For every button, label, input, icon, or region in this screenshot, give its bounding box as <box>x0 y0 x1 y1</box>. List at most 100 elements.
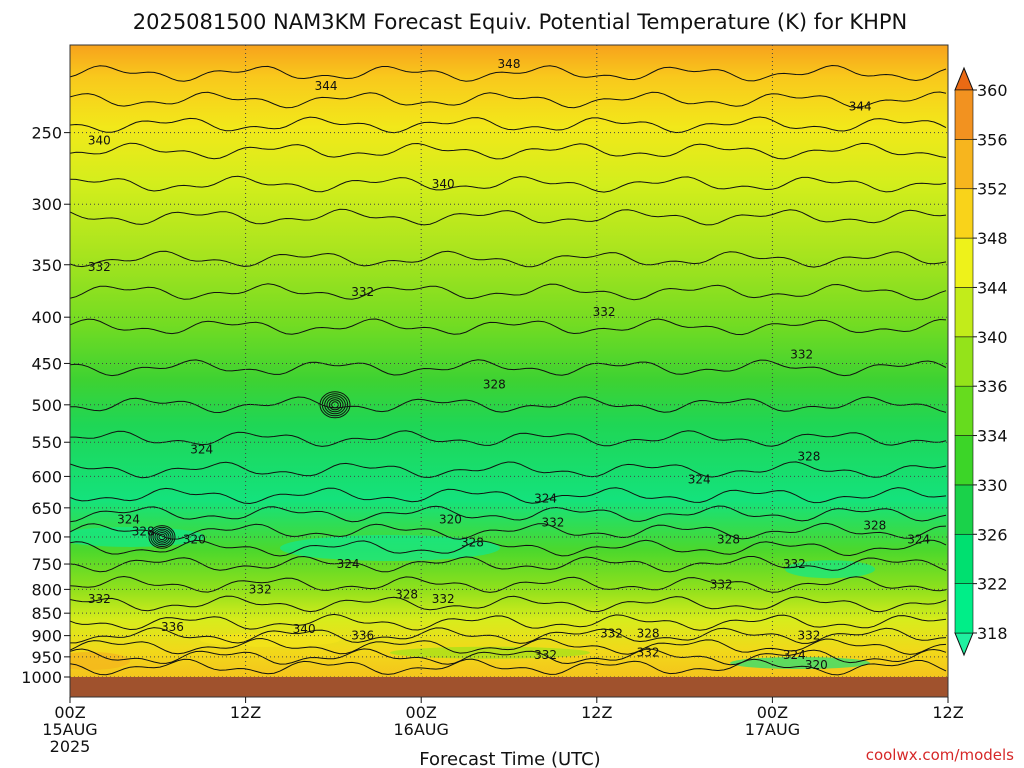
colorbar-tick-label: 348 <box>977 229 1008 248</box>
contour-label: 320 <box>805 658 828 672</box>
chart-title: 2025081500 NAM3KM Forecast Equiv. Potent… <box>133 10 908 34</box>
y-tick-label: 350 <box>31 256 62 275</box>
contour-label: 324 <box>190 442 213 456</box>
contour-label: 336 <box>161 620 184 634</box>
contour-line <box>70 318 947 336</box>
contour-line <box>70 142 947 160</box>
colorbar-segment <box>954 385 974 436</box>
contour-label: 336 <box>351 629 374 643</box>
contour-label: 332 <box>541 516 564 530</box>
x-tick-label: 12Z <box>230 703 261 722</box>
contour-labels: 3483443443403403323323323323283283243243… <box>88 57 930 672</box>
field-patch <box>730 657 870 670</box>
contour-line <box>70 208 947 226</box>
x-axis-label: Forecast Time (UTC) <box>419 749 600 768</box>
contour-label: 320 <box>439 513 462 527</box>
contour-label: 324 <box>907 533 930 547</box>
contour-label: 328 <box>863 519 886 533</box>
contour-label: 332 <box>534 648 557 662</box>
colorbar-max-arrow <box>954 66 974 91</box>
contour-label: 340 <box>88 133 111 147</box>
contour-label: 328 <box>461 536 484 550</box>
contour-label: 348 <box>498 57 521 71</box>
contour-label: 344 <box>849 100 872 114</box>
y-tick-label: 1000 <box>21 668 62 687</box>
colorbar-tick-label: 334 <box>977 427 1008 446</box>
contour-line <box>70 359 947 377</box>
credit-link[interactable]: coolwx.com/models <box>866 746 1014 764</box>
colorbar-min-arrow <box>954 632 974 657</box>
x-tick-label: 12Z <box>581 703 612 722</box>
contour-line <box>70 637 947 655</box>
contour-line <box>70 250 947 268</box>
plot-area: 3483443443403403323323323323283283243243… <box>70 45 948 677</box>
contour-label: 332 <box>637 646 660 660</box>
colorbar-segment <box>954 583 974 634</box>
contour-label: 328 <box>483 378 506 392</box>
plot-frame <box>69 44 949 698</box>
colorbar-segment <box>954 237 974 288</box>
y-tick-label: 650 <box>31 499 62 518</box>
contour-line <box>70 505 947 523</box>
contour-label: 340 <box>293 622 316 636</box>
y-tick-label: 700 <box>31 528 62 547</box>
contour-line <box>70 175 947 193</box>
colorbar-tick-label: 322 <box>977 575 1008 594</box>
colorbar: 318 322 326 330 334 336 340 344 348 352 356 360 <box>954 66 1008 657</box>
x-tick-label: 15AUG <box>42 720 97 739</box>
contour-label: 324 <box>534 492 557 506</box>
colorbar-tick-label: 340 <box>977 328 1008 347</box>
contour-label: 328 <box>132 524 155 538</box>
contour-label: 332 <box>798 629 821 643</box>
contour-line <box>70 116 947 134</box>
y-tick-label: 250 <box>31 124 62 143</box>
contour-line <box>70 64 947 82</box>
y-tick-label: 750 <box>31 555 62 574</box>
colorbar-segment <box>954 188 974 239</box>
contour-lines <box>70 64 947 676</box>
x-tick-label: 00Z <box>406 703 437 722</box>
field-patch <box>280 535 500 562</box>
colorbar-tick-label: 352 <box>977 180 1008 199</box>
contour-ring <box>328 399 342 411</box>
contour-label: 328 <box>717 533 740 547</box>
colorbar-segment <box>954 435 974 486</box>
colorbar-tick-label: 344 <box>977 278 1008 297</box>
y-tick-label: 400 <box>31 308 62 327</box>
colorbar-segment <box>954 139 974 190</box>
contour-line <box>70 522 947 540</box>
contour-label: 332 <box>88 592 111 606</box>
colorbar-tick-label: 356 <box>977 130 1008 149</box>
y-tick-label: 300 <box>31 195 62 214</box>
colorbar-tick-label: 330 <box>977 476 1008 495</box>
x-tick-label: 12Z <box>932 703 963 722</box>
contour-label: 332 <box>593 305 616 319</box>
contour-line <box>70 555 947 573</box>
colorbar-tick-label: 318 <box>977 624 1008 643</box>
contour-label: 340 <box>432 177 455 191</box>
contour-label: 332 <box>249 582 272 596</box>
colorbar-segment <box>954 287 974 338</box>
x-tick-label: 17AUG <box>745 720 800 739</box>
pressure-axis: 250 300 350 400 450 500 550 600 650 700 750 800 850 9… <box>21 124 70 687</box>
contour-label: 332 <box>88 260 111 274</box>
field-patch <box>785 560 875 579</box>
contour-label: 344 <box>315 79 338 93</box>
ground-surface <box>70 677 948 697</box>
contour-label: 332 <box>432 592 455 606</box>
contour-line <box>70 595 947 613</box>
colorbar-segment <box>954 336 974 387</box>
contour-line <box>70 648 947 666</box>
contour-label: 324 <box>688 473 711 487</box>
y-tick-label: 600 <box>31 467 62 486</box>
contour-ring <box>324 395 346 415</box>
field-patch <box>70 651 130 670</box>
colorbar-segment <box>954 89 974 140</box>
x-tick-label: 16AUG <box>393 720 448 739</box>
contour-line <box>70 461 947 479</box>
contour-label: 332 <box>351 285 374 299</box>
y-tick-label: 900 <box>31 627 62 646</box>
contour-label: 324 <box>117 513 140 527</box>
